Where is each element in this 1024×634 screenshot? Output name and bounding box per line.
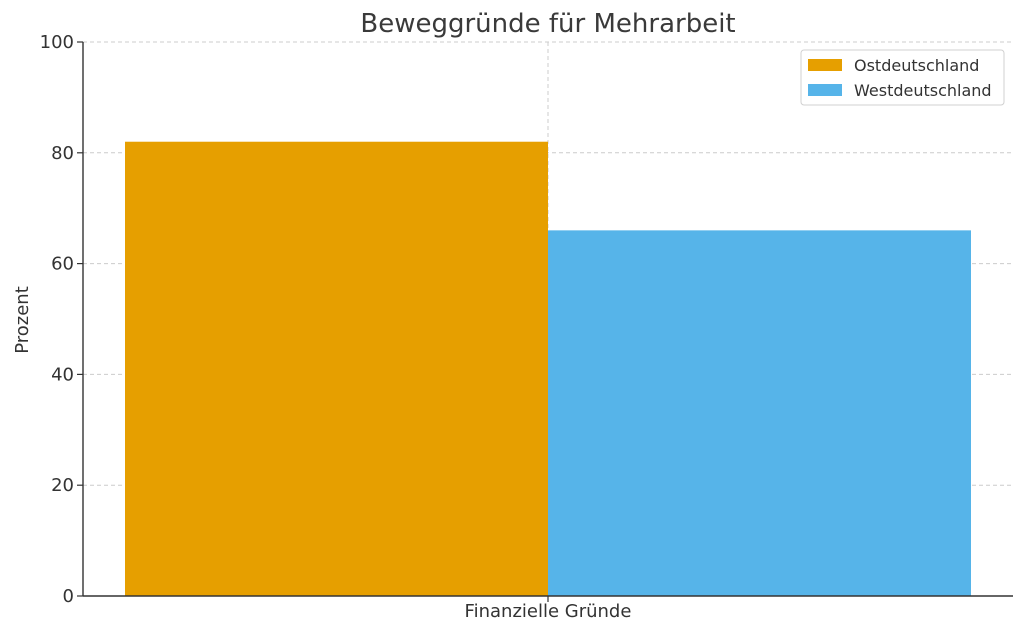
- bar-westdeutschland: [548, 230, 971, 597]
- y-tick-label: 100: [40, 32, 74, 53]
- legend-swatch-westdeutschland: [808, 84, 842, 96]
- bar-ostdeutschland: [125, 141, 548, 596]
- y-tick-label: 40: [51, 364, 74, 385]
- chart-title: Beweggründe für Mehrarbeit: [360, 9, 735, 39]
- x-tick-label: Finanzielle Gründe: [465, 601, 632, 622]
- legend-label-westdeutschland: Westdeutschland: [854, 81, 992, 100]
- legend-label-ostdeutschland: Ostdeutschland: [854, 56, 979, 75]
- y-tick-label: 0: [63, 586, 74, 607]
- legend: Ostdeutschland Westdeutschland: [800, 49, 1005, 106]
- bars-layer: [125, 141, 971, 597]
- y-tick-label: 60: [51, 254, 74, 275]
- legend-box: [800, 49, 1005, 106]
- y-axis-label: Prozent: [12, 286, 33, 354]
- axes-layer: 0 20 40 60 80 100 Finanzielle Gründe: [40, 32, 1013, 622]
- y-tick-label: 20: [51, 475, 74, 496]
- legend-swatch-ostdeutschland: [808, 59, 842, 71]
- y-tick-label: 80: [51, 143, 74, 164]
